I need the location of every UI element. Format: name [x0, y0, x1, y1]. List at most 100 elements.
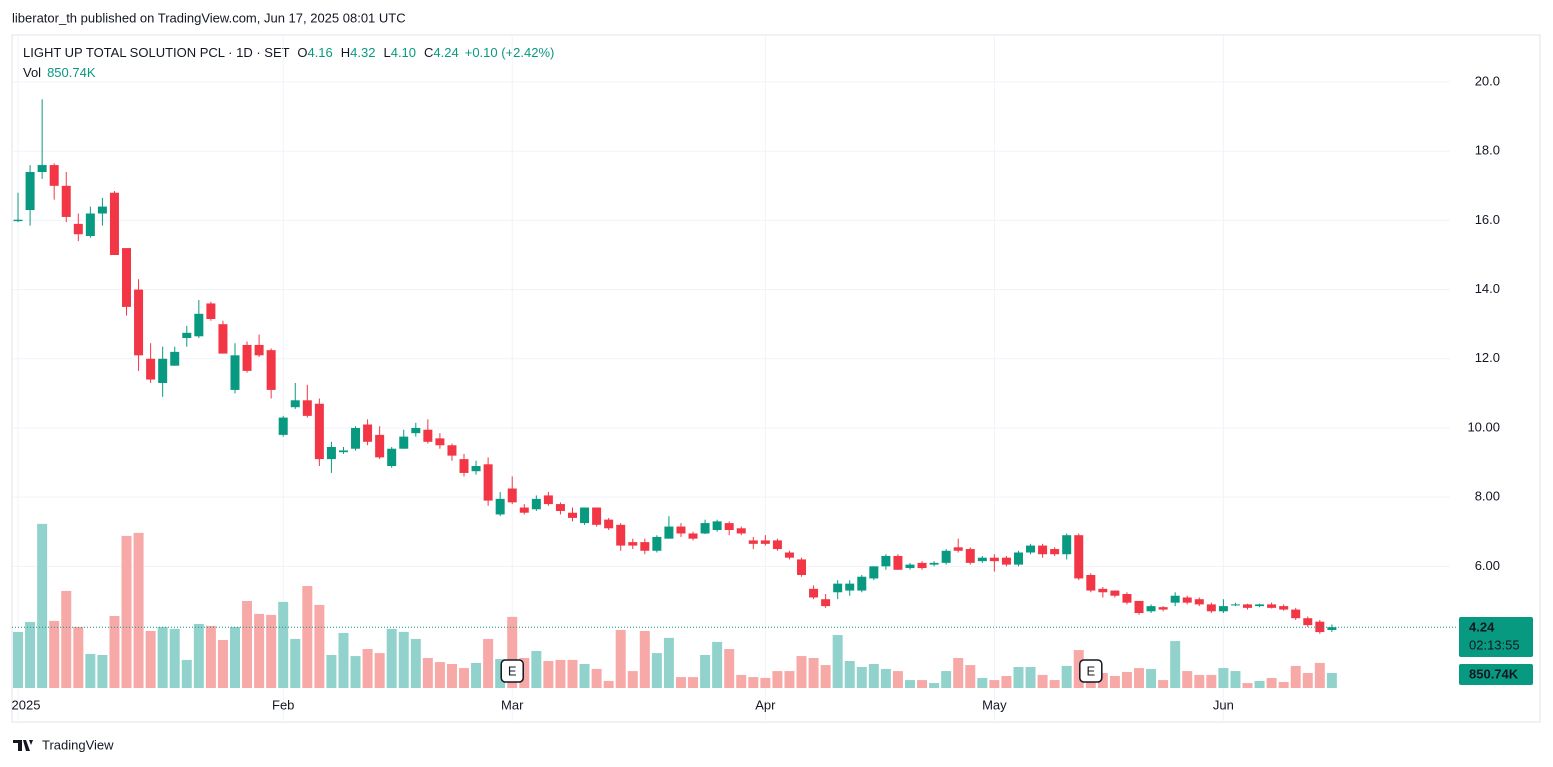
volume-bar: [808, 658, 819, 688]
vol-key: Vol: [23, 65, 41, 80]
candle-body: [881, 555, 891, 567]
candle-body: [929, 562, 939, 565]
volume-bar: [603, 680, 614, 688]
volume-bar: [796, 656, 807, 688]
candle-body: [652, 536, 662, 551]
volume-bar: [314, 604, 325, 688]
candle-body: [555, 504, 565, 511]
volume-bar: [229, 626, 240, 688]
y-tick-label: 6.00: [1475, 558, 1500, 573]
countdown: 02:13:55: [1469, 637, 1520, 652]
volume-bar: [254, 613, 265, 688]
candle-body: [616, 524, 626, 546]
volume-bar: [1254, 680, 1265, 688]
candle-body: [170, 351, 180, 366]
volume-bar: [724, 649, 735, 688]
volume-bar: [1218, 668, 1229, 688]
volume-bar: [49, 620, 60, 688]
volume-bar: [25, 621, 36, 688]
candle-body: [134, 289, 144, 356]
volume-bar: [1013, 667, 1024, 688]
volume-bar: [169, 628, 180, 688]
candle-body: [37, 165, 47, 172]
candle-body: [809, 588, 819, 598]
volume-bar: [1097, 673, 1108, 688]
candle-body: [1291, 609, 1301, 619]
volume-bar: [1194, 674, 1205, 688]
volume-bar: [193, 623, 204, 688]
volume-bar: [1109, 676, 1120, 688]
volume-bar: [422, 658, 433, 688]
volume-bar: [712, 641, 723, 688]
candle-body: [724, 523, 734, 531]
volume-bar: [121, 535, 132, 688]
candle-body: [736, 528, 746, 534]
ohlc-key: C: [424, 45, 433, 60]
volume-bar: [675, 677, 686, 688]
x-tick-label: 2025: [12, 697, 41, 712]
volume-bar: [85, 653, 96, 688]
candle-body: [230, 355, 240, 390]
candle-body: [218, 324, 228, 354]
candle-body: [302, 400, 312, 416]
candle-body: [1267, 604, 1277, 608]
candle-body: [206, 303, 216, 320]
candle-body: [1158, 607, 1168, 610]
event-marker: [1079, 659, 1103, 683]
x-tick-label: May: [982, 697, 1007, 712]
candle-body: [592, 507, 602, 525]
volume-bar: [434, 662, 445, 688]
volume-bar: [61, 590, 72, 688]
volume-bar: [290, 638, 301, 688]
candle-body: [869, 566, 879, 579]
candle-body: [1134, 600, 1144, 614]
candle-body: [531, 498, 541, 510]
header: LIGHT UP TOTAL SOLUTION PCL · 1D · SET O4…: [23, 45, 554, 60]
candle-body: [182, 332, 192, 339]
volume-bar: [832, 635, 843, 688]
candle-body: [1050, 549, 1060, 555]
candle-body: [435, 438, 445, 446]
event-label: E: [1086, 663, 1095, 678]
volume-bar: [1158, 680, 1169, 688]
candle-body: [977, 557, 987, 562]
vol-value: 850.74K: [47, 65, 96, 80]
volume-bar: [109, 616, 120, 688]
candle-body: [604, 519, 614, 529]
candle-body: [1122, 594, 1132, 603]
y-tick-label: 10.00: [1467, 419, 1500, 434]
volume-bar: [1001, 676, 1012, 688]
candle-body: [266, 350, 276, 390]
candle-body: [447, 445, 457, 456]
candle-body: [772, 540, 782, 550]
candle-body: [158, 358, 168, 383]
candle-body: [1170, 595, 1180, 603]
ohlc-key: L: [383, 45, 390, 60]
ohlc-key: O: [297, 45, 307, 60]
candle-body: [1182, 597, 1192, 603]
volume-bar: [302, 586, 313, 688]
volume-bar: [362, 649, 373, 688]
candle-body: [61, 185, 71, 217]
candle-body: [760, 540, 770, 544]
volume-bar: [145, 631, 156, 688]
candle-body: [1038, 545, 1048, 555]
volume-bar: [531, 650, 542, 688]
candle-body: [965, 549, 975, 563]
volume-bar: [398, 631, 409, 688]
candle-body: [314, 403, 324, 460]
y-tick-label: 14.0: [1475, 281, 1500, 296]
ohlc-value: 4.24: [433, 45, 458, 60]
price-box: [1459, 617, 1533, 657]
volume-bar: [736, 674, 747, 688]
candle-body: [1255, 604, 1265, 607]
volume-bar: [1242, 683, 1253, 688]
ohlc-value: 4.32: [350, 45, 375, 60]
volume-bar: [868, 664, 879, 688]
volume-bar: [446, 664, 457, 688]
volume-bar: [1170, 641, 1181, 688]
candle-body: [640, 542, 650, 551]
volume-bar: [386, 628, 397, 688]
volume-bar: [1121, 671, 1132, 688]
